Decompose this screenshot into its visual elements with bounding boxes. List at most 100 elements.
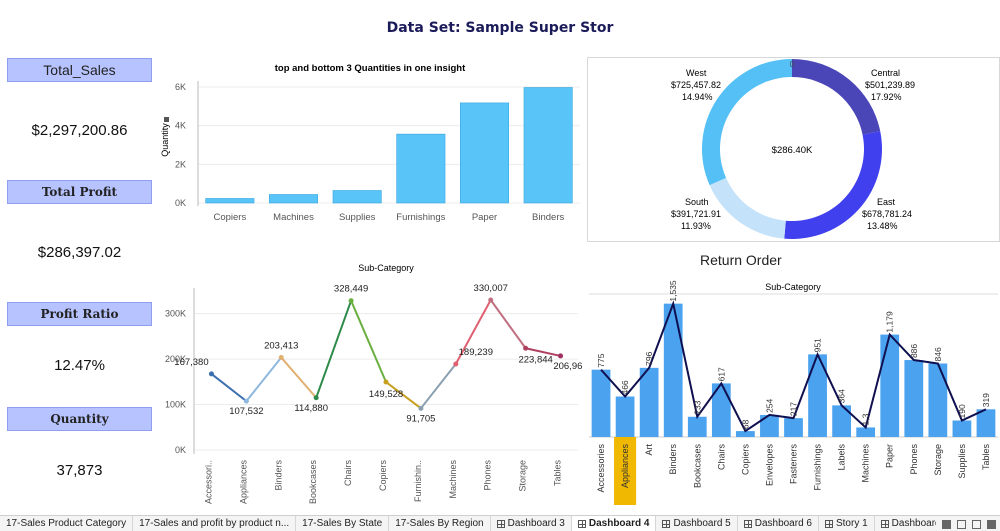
return-data-label: 233 — [692, 400, 702, 414]
return-x-tick: Binders — [668, 444, 678, 475]
return-bar-paper[interactable] — [880, 334, 900, 437]
donut-label-west-pct: 14.94% — [682, 92, 713, 102]
line-point-furnishings[interactable] — [418, 405, 424, 411]
tab-17-sales-by-region[interactable]: 17-Sales By Region — [389, 516, 491, 531]
tab-label: Dashboard 4 — [588, 517, 650, 529]
return-data-label: 190 — [957, 404, 967, 418]
tab-17-sales-and-profit-by-product-n[interactable]: 17-Sales and profit by product n... — [133, 516, 297, 531]
return-bar-phones[interactable] — [904, 360, 924, 437]
bar-binders[interactable] — [523, 87, 573, 204]
tab-dashboard-6[interactable]: Dashboard 6 — [738, 516, 819, 531]
line-point-phones[interactable] — [488, 297, 494, 303]
donut-label-east-pct: 13.48% — [867, 221, 898, 231]
fullscreen-icon[interactable] — [972, 519, 981, 529]
kpi-profit-ratio-header: Profit Ratio — [7, 302, 152, 326]
return-x-tick: Copiers — [740, 444, 750, 476]
filmstrip-view-icon[interactable] — [957, 519, 966, 529]
tab-label: 17-Sales By Region — [395, 517, 484, 529]
tab-dashboard-5[interactable]: Dashboard 5 — [656, 516, 738, 531]
line-x-tick: Binders — [273, 460, 283, 491]
return-bar-chairs[interactable] — [711, 383, 731, 437]
sort-icon[interactable] — [164, 117, 169, 122]
return-bar-fasteners[interactable] — [784, 418, 803, 437]
dashboard-tab-icon — [662, 519, 671, 528]
return-x-tick: Accessories — [596, 444, 606, 493]
bar-copiers[interactable] — [205, 198, 255, 204]
donut-label-central-value: $501,239.89 — [865, 80, 915, 90]
kpi-total-sales-value: $2,297,200.86 — [31, 122, 128, 139]
return-bar-tables[interactable] — [976, 409, 996, 437]
dashboard-tab-icon — [880, 519, 889, 528]
tab-dashboard-4[interactable]: Dashboard 4 — [571, 516, 657, 531]
line-point-appliances[interactable] — [243, 398, 249, 404]
line-segment — [489, 299, 527, 349]
bar-supplies[interactable] — [332, 190, 382, 204]
line-point-tables[interactable] — [558, 353, 564, 359]
bar-x-tick: Supplies — [339, 212, 376, 223]
list-view-icon[interactable] — [987, 519, 996, 529]
tab-label: 17-Sales Product Category — [6, 517, 127, 529]
donut-slice-central[interactable] — [792, 59, 881, 135]
return-bar-furnishings[interactable] — [808, 354, 827, 437]
tab-dashboard-3[interactable]: Dashboard 3 — [491, 516, 572, 531]
line-point-bookcases[interactable] — [313, 395, 319, 401]
return-bar-art[interactable] — [639, 367, 659, 437]
return-bar-copiers[interactable] — [735, 431, 755, 437]
dashboard-tab-icon — [824, 519, 833, 528]
donut-label-south-pct: 11.93% — [681, 221, 711, 231]
return-chart-title: Sub-Category — [765, 282, 821, 292]
line-segment — [420, 363, 457, 409]
line-data-label: 223,844 — [518, 354, 552, 365]
line-y-tick: 300K — [165, 309, 186, 319]
line-chart-title: Sub-Category — [358, 263, 414, 273]
return-bar-accessories[interactable] — [591, 369, 611, 437]
return-order-chart[interactable]: Sub-Category Accessories Appliances Art Bin… — [587, 276, 1000, 515]
donut-slice-west[interactable] — [702, 59, 792, 186]
return-bar-binders[interactable] — [663, 303, 683, 437]
return-bar-storage[interactable] — [928, 363, 948, 437]
line-point-copiers[interactable] — [383, 379, 389, 385]
return-x-tick: Paper — [885, 444, 895, 468]
donut-label-central-pct: 17.92% — [871, 92, 902, 102]
tab-label: 17-Sales By State — [302, 517, 383, 529]
selected-category-highlight — [614, 437, 637, 505]
return-bar-appliances[interactable] — [615, 396, 635, 437]
donut-slice-south[interactable] — [709, 177, 786, 239]
return-bar-supplies[interactable] — [952, 420, 972, 437]
line-data-label: 149,528 — [369, 389, 403, 400]
bar-paper[interactable] — [460, 102, 509, 204]
line-point-binders[interactable] — [278, 355, 284, 361]
return-bar-machines[interactable] — [856, 427, 876, 437]
tab-story-1[interactable]: Story 1 — [819, 516, 875, 531]
tab-label: 17-Sales and profit by product n... — [139, 517, 290, 529]
return-bar-bookcases[interactable] — [687, 416, 707, 437]
bar-x-tick: Binders — [532, 212, 564, 223]
line-point-accessories[interactable] — [208, 371, 214, 377]
tab-17-sales-product-category[interactable]: 17-Sales Product Category — [0, 516, 134, 531]
tab-17-sales-by-state[interactable]: 17-Sales By State — [296, 516, 390, 531]
region-donut-chart[interactable]: $286.40K 0 West $725,457.82 14.94% Centr… — [587, 57, 1000, 242]
return-bar-envelopes[interactable] — [760, 414, 779, 437]
bar-y-tick: 6K — [175, 82, 186, 92]
return-x-tick: Envelopes — [764, 444, 774, 487]
line-x-tick: Bookcases — [308, 460, 318, 505]
return-data-label: 846 — [933, 347, 943, 361]
bar-machines[interactable] — [269, 194, 318, 204]
line-segment — [280, 356, 317, 399]
line-x-tick: Tables — [553, 460, 563, 487]
grid-view-icon[interactable] — [942, 519, 951, 529]
line-point-chairs[interactable] — [348, 298, 354, 304]
bar-furnishings[interactable] — [396, 133, 446, 204]
line-data-label: 114,880 — [294, 403, 328, 414]
line-y-tick: 0K — [175, 445, 186, 455]
kpi-quantity-header: Quantity — [7, 407, 152, 431]
return-x-tick: Supplies — [957, 444, 967, 479]
donut-slice-east[interactable] — [784, 131, 882, 239]
line-point-storage[interactable] — [523, 345, 529, 351]
line-x-tick: Accessori.. — [203, 460, 213, 504]
return-bar-labels[interactable] — [832, 405, 852, 437]
profit-line-chart[interactable]: Sub-Category 0K 100K 200K 300K 167,380 Access… — [158, 258, 582, 515]
line-point-machines[interactable] — [453, 361, 459, 367]
quantity-bar-chart[interactable]: top and bottom 3 Quantities in one insig… — [158, 55, 582, 230]
return-data-label: 951 — [813, 338, 823, 352]
